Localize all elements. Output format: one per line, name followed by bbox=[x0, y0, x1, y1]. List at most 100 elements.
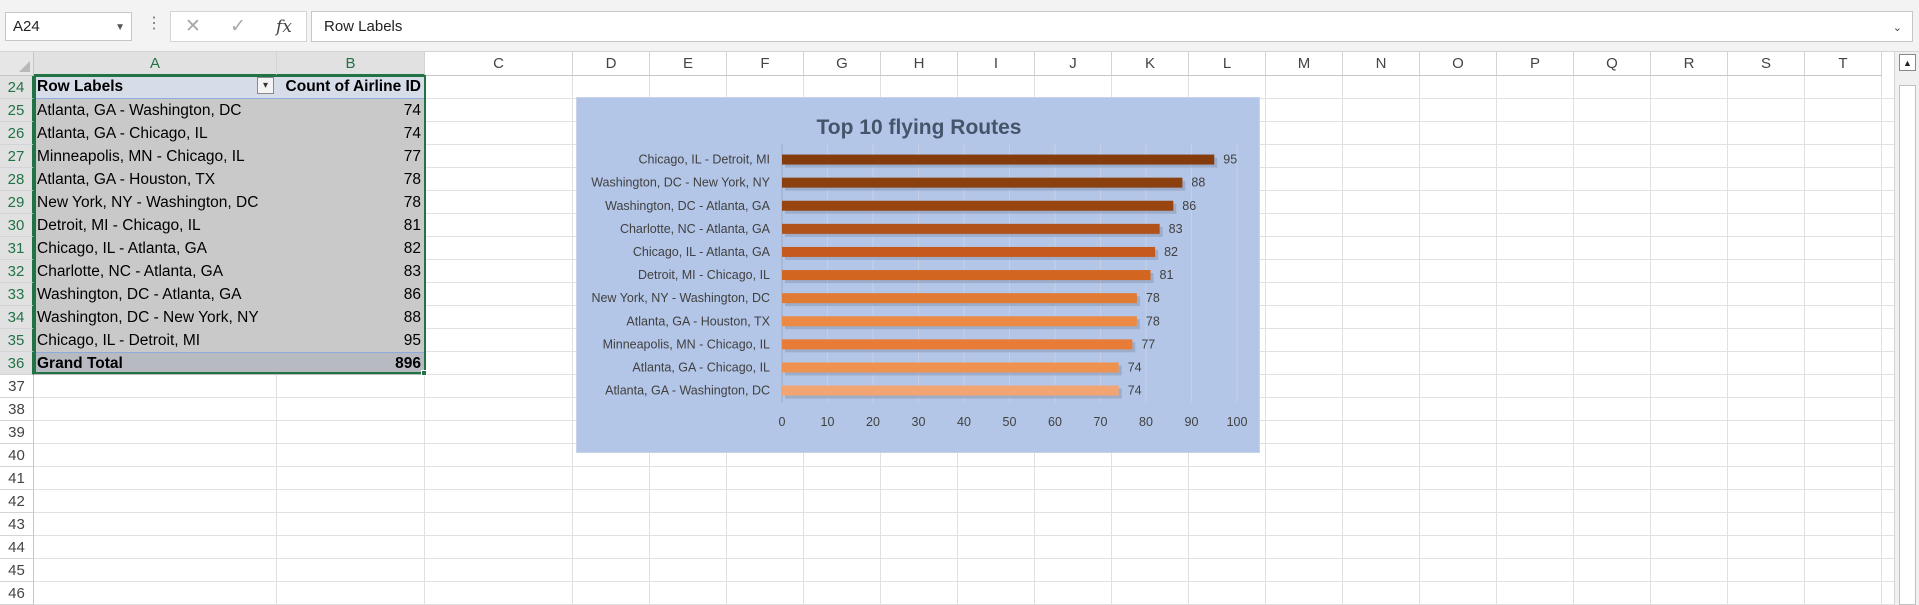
row-header-39[interactable]: 39 bbox=[0, 421, 34, 444]
scroll-thumb[interactable] bbox=[1899, 85, 1916, 605]
x-tick-label: 60 bbox=[1048, 415, 1062, 429]
pivot-row-label[interactable]: Washington, DC - New York, NY bbox=[34, 306, 277, 329]
expand-formula-icon[interactable]: ⌄ bbox=[1892, 22, 1902, 34]
pivot-row-value[interactable]: 81 bbox=[277, 214, 425, 237]
column-header-p[interactable]: P bbox=[1497, 52, 1574, 76]
row-header-36[interactable]: 36 bbox=[0, 352, 34, 375]
column-header-f[interactable]: F bbox=[727, 52, 804, 76]
row-header-28[interactable]: 28 bbox=[0, 168, 34, 191]
data-label: 83 bbox=[1169, 222, 1183, 236]
pivot-row-value[interactable]: 78 bbox=[277, 168, 425, 191]
bar bbox=[782, 362, 1119, 373]
fill-handle[interactable] bbox=[421, 370, 427, 376]
vertical-scrollbar[interactable]: ▲ bbox=[1894, 52, 1919, 605]
row-header-25[interactable]: 25 bbox=[0, 99, 34, 122]
column-header-c[interactable]: C bbox=[425, 52, 573, 76]
column-header-n[interactable]: N bbox=[1343, 52, 1420, 76]
pivot-row-label[interactable]: Atlanta, GA - Chicago, IL bbox=[34, 122, 277, 145]
row-header-35[interactable]: 35 bbox=[0, 329, 34, 352]
pivot-row-label[interactable]: Minneapolis, MN - Chicago, IL bbox=[34, 145, 277, 168]
pivot-row-value[interactable]: 83 bbox=[277, 260, 425, 283]
x-tick-label: 0 bbox=[779, 415, 786, 429]
row-header-31[interactable]: 31 bbox=[0, 237, 34, 260]
pivot-grand-total-label[interactable]: Grand Total bbox=[34, 352, 277, 375]
filter-icon[interactable]: ▾ bbox=[257, 77, 274, 94]
data-label: 78 bbox=[1146, 291, 1160, 305]
data-label: 74 bbox=[1128, 360, 1142, 374]
pivot-row-label[interactable]: Atlanta, GA - Washington, DC bbox=[34, 99, 277, 122]
row-header-41[interactable]: 41 bbox=[0, 467, 34, 490]
column-header-b[interactable]: B bbox=[277, 52, 425, 76]
formula-input[interactable]: Row Labels ⌄ bbox=[311, 11, 1913, 42]
column-header-o[interactable]: O bbox=[1420, 52, 1497, 76]
pivot-row-label[interactable]: Chicago, IL - Atlanta, GA bbox=[34, 237, 277, 260]
name-box-value: A24 bbox=[13, 18, 40, 35]
row-header-45[interactable]: 45 bbox=[0, 559, 34, 582]
column-header-t[interactable]: T bbox=[1805, 52, 1882, 76]
row-header-29[interactable]: 29 bbox=[0, 191, 34, 214]
column-header-h[interactable]: H bbox=[881, 52, 958, 76]
data-label: 81 bbox=[1160, 268, 1174, 282]
column-header-j[interactable]: J bbox=[1035, 52, 1112, 76]
x-tick-label: 100 bbox=[1227, 415, 1248, 429]
pivot-row-value[interactable]: 86 bbox=[277, 283, 425, 306]
chevron-down-icon[interactable]: ▼ bbox=[115, 22, 125, 33]
row-header-30[interactable]: 30 bbox=[0, 214, 34, 237]
column-header-q[interactable]: Q bbox=[1574, 52, 1651, 76]
y-category-label: New York, NY - Washington, DC bbox=[591, 291, 770, 305]
column-header-s[interactable]: S bbox=[1728, 52, 1805, 76]
pivot-row-value[interactable]: 95 bbox=[277, 329, 425, 352]
column-header-d[interactable]: D bbox=[573, 52, 650, 76]
row-header-46[interactable]: 46 bbox=[0, 582, 34, 605]
row-header-33[interactable]: 33 bbox=[0, 283, 34, 306]
y-category-label: Chicago, IL - Detroit, MI bbox=[638, 153, 770, 167]
select-all-button[interactable] bbox=[0, 52, 34, 76]
insert-function-button[interactable]: fx bbox=[266, 12, 302, 41]
more-options-icon[interactable]: ⋮ bbox=[146, 15, 162, 32]
row-header-43[interactable]: 43 bbox=[0, 513, 34, 536]
scroll-up-icon[interactable]: ▲ bbox=[1899, 54, 1916, 71]
pivot-row-label[interactable]: Atlanta, GA - Houston, TX bbox=[34, 168, 277, 191]
row-header-24[interactable]: 24 bbox=[0, 76, 34, 99]
row-header-40[interactable]: 40 bbox=[0, 444, 34, 467]
row-header-32[interactable]: 32 bbox=[0, 260, 34, 283]
column-header-r[interactable]: R bbox=[1651, 52, 1728, 76]
bar-chart[interactable]: Top 10 flying Routes 0 10 20 30 40 50 60 70 80 90 1… bbox=[576, 97, 1260, 453]
pivot-row-value[interactable]: 77 bbox=[277, 145, 425, 168]
row-header-44[interactable]: 44 bbox=[0, 536, 34, 559]
bar bbox=[782, 246, 1156, 257]
column-header-g[interactable]: G bbox=[804, 52, 881, 76]
pivot-row-label[interactable]: Detroit, MI - Chicago, IL bbox=[34, 214, 277, 237]
pivot-row-value[interactable]: 82 bbox=[277, 237, 425, 260]
x-tick-label: 50 bbox=[1003, 415, 1017, 429]
column-gridline bbox=[1573, 76, 1574, 605]
pivot-row-label[interactable]: Chicago, IL - Detroit, MI bbox=[34, 329, 277, 352]
column-header-e[interactable]: E bbox=[650, 52, 727, 76]
column-header-a[interactable]: A bbox=[34, 52, 277, 76]
pivot-row-value[interactable]: 88 bbox=[277, 306, 425, 329]
column-header-m[interactable]: M bbox=[1266, 52, 1343, 76]
pivot-grand-total-value[interactable]: 896 bbox=[277, 352, 425, 375]
column-header-l[interactable]: L bbox=[1189, 52, 1266, 76]
column-header-i[interactable]: I bbox=[958, 52, 1035, 76]
pivot-row-label[interactable]: Charlotte, NC - Atlanta, GA bbox=[34, 260, 277, 283]
pivot-row-label[interactable]: Washington, DC - Atlanta, GA bbox=[34, 283, 277, 306]
pivot-row-value[interactable]: 74 bbox=[277, 122, 425, 145]
formula-value: Row Labels bbox=[324, 18, 403, 35]
pivot-header-value[interactable]: Count of Airline ID bbox=[277, 76, 425, 99]
name-box[interactable]: A24 ▼ bbox=[5, 12, 132, 41]
column-header-k[interactable]: K bbox=[1112, 52, 1189, 76]
pivot-row-label[interactable]: New York, NY - Washington, DC bbox=[34, 191, 277, 214]
row-header-26[interactable]: 26 bbox=[0, 122, 34, 145]
row-header-27[interactable]: 27 bbox=[0, 145, 34, 168]
row-header-38[interactable]: 38 bbox=[0, 398, 34, 421]
cancel-icon[interactable]: ✕ bbox=[185, 16, 201, 37]
pivot-row-value[interactable]: 74 bbox=[277, 99, 425, 122]
bar bbox=[782, 223, 1160, 234]
row-header-37[interactable]: 37 bbox=[0, 375, 34, 398]
check-icon[interactable]: ✓ bbox=[230, 16, 246, 37]
row-header-34[interactable]: 34 bbox=[0, 306, 34, 329]
pivot-row-value[interactable]: 78 bbox=[277, 191, 425, 214]
pivot-header-label[interactable]: Row Labels bbox=[34, 76, 277, 99]
row-header-42[interactable]: 42 bbox=[0, 490, 34, 513]
